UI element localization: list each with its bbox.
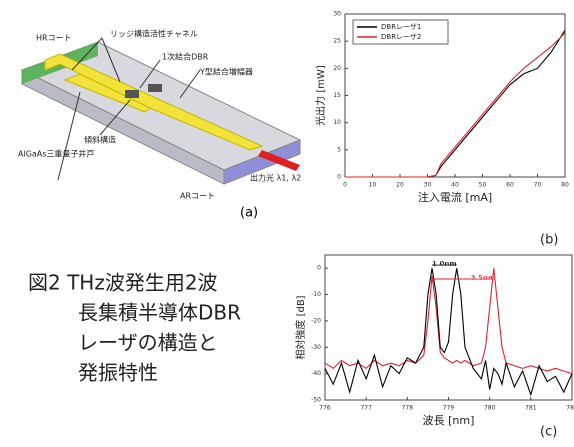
caption-line: 長集積半導体DBR — [78, 301, 241, 325]
leader — [179, 69, 201, 99]
y-tick-label: -40 — [311, 370, 321, 377]
y-tick-label: 20 — [333, 65, 341, 72]
y-tick-label: -20 — [311, 317, 321, 324]
label: Y型結合増幅器 — [199, 67, 253, 77]
x-tick-label: 60 — [506, 182, 514, 189]
data-line — [345, 30, 566, 178]
device-diagram: HRコート リッジ構造活性チャネル 1次結合DBR Y型結合増幅器 AlGaAs… — [18, 29, 301, 221]
y-tick-label: 25 — [333, 38, 341, 45]
label: ARコート — [180, 192, 215, 201]
leader — [71, 37, 103, 71]
y-tick-label: 15 — [333, 92, 341, 99]
y-waveguide-branch — [63, 73, 151, 113]
data-line — [324, 268, 573, 375]
y-axis-label: 相対強度 [dB] — [294, 295, 307, 359]
label: 1次結合DBR — [162, 52, 209, 62]
y-tick-label: -50 — [311, 397, 321, 404]
leader — [139, 59, 161, 89]
x-tick-label: 779 — [443, 405, 455, 412]
y-tick-label: 0 — [317, 265, 321, 272]
x-tick-label: 80 — [561, 182, 569, 189]
annotation: 3.5nm — [471, 274, 496, 282]
x-tick-label: 20 — [396, 182, 404, 189]
legend-label: DBRレーザ2 — [381, 33, 421, 41]
leader — [101, 37, 121, 83]
y-tick-label: 30 — [333, 11, 341, 18]
leader — [99, 99, 131, 136]
y-tick-label: 0 — [337, 174, 341, 181]
label: 出力光 λ1, λ2 — [250, 173, 301, 183]
caption-line: レーザの構造と — [78, 331, 218, 355]
label: リッジ構造活性チャネル — [110, 29, 198, 39]
y-tick-label: 10 — [333, 119, 341, 126]
legend-label: DBRレーザ1 — [381, 23, 421, 31]
x-tick-label: 777 — [360, 405, 372, 412]
annotation: 1.0nm — [432, 260, 457, 268]
panel-label: (c) — [540, 425, 557, 440]
panel-label: (b) — [540, 233, 558, 248]
y-tick-label: -10 — [311, 291, 321, 298]
x-tick-label: 781 — [525, 405, 537, 412]
leader — [57, 91, 81, 181]
x-axis-label: 注入電流 [mA] — [418, 190, 492, 204]
caption-line: 図2 THz波発生用2波 — [28, 271, 218, 295]
slab-side — [223, 139, 301, 185]
x-tick-label: 70 — [534, 182, 542, 189]
x-tick-label: 778 — [402, 405, 414, 412]
dbr — [148, 84, 162, 92]
y-axis-label: 光出力 [mW] — [314, 65, 327, 126]
x-tick-label: 0 — [343, 182, 347, 189]
label: 傾斜構造 — [84, 135, 116, 145]
x-tick-label: 50 — [479, 182, 487, 189]
caption-line: 発振特性 — [78, 361, 158, 385]
x-tick-label: 780 — [484, 405, 496, 412]
x-axis-label: 波長 [nm] — [423, 414, 475, 427]
y-tick-label: 5 — [337, 146, 341, 153]
x-tick-label: 30 — [424, 182, 432, 189]
legend-box — [352, 19, 449, 45]
label: AlGaAs三重量子井戸 — [18, 149, 94, 159]
label: HRコート — [36, 34, 72, 43]
x-tick-label: 782 — [566, 405, 574, 412]
y-tick-label: -30 — [311, 344, 321, 351]
panel-label: (a) — [240, 206, 258, 221]
x-tick-label: 40 — [451, 182, 459, 189]
data-line — [345, 32, 566, 178]
x-tick-label: 776 — [319, 405, 331, 412]
dbr — [125, 90, 139, 98]
output-beam — [258, 150, 300, 171]
data-line — [324, 268, 573, 397]
x-tick-label: 10 — [369, 182, 377, 189]
